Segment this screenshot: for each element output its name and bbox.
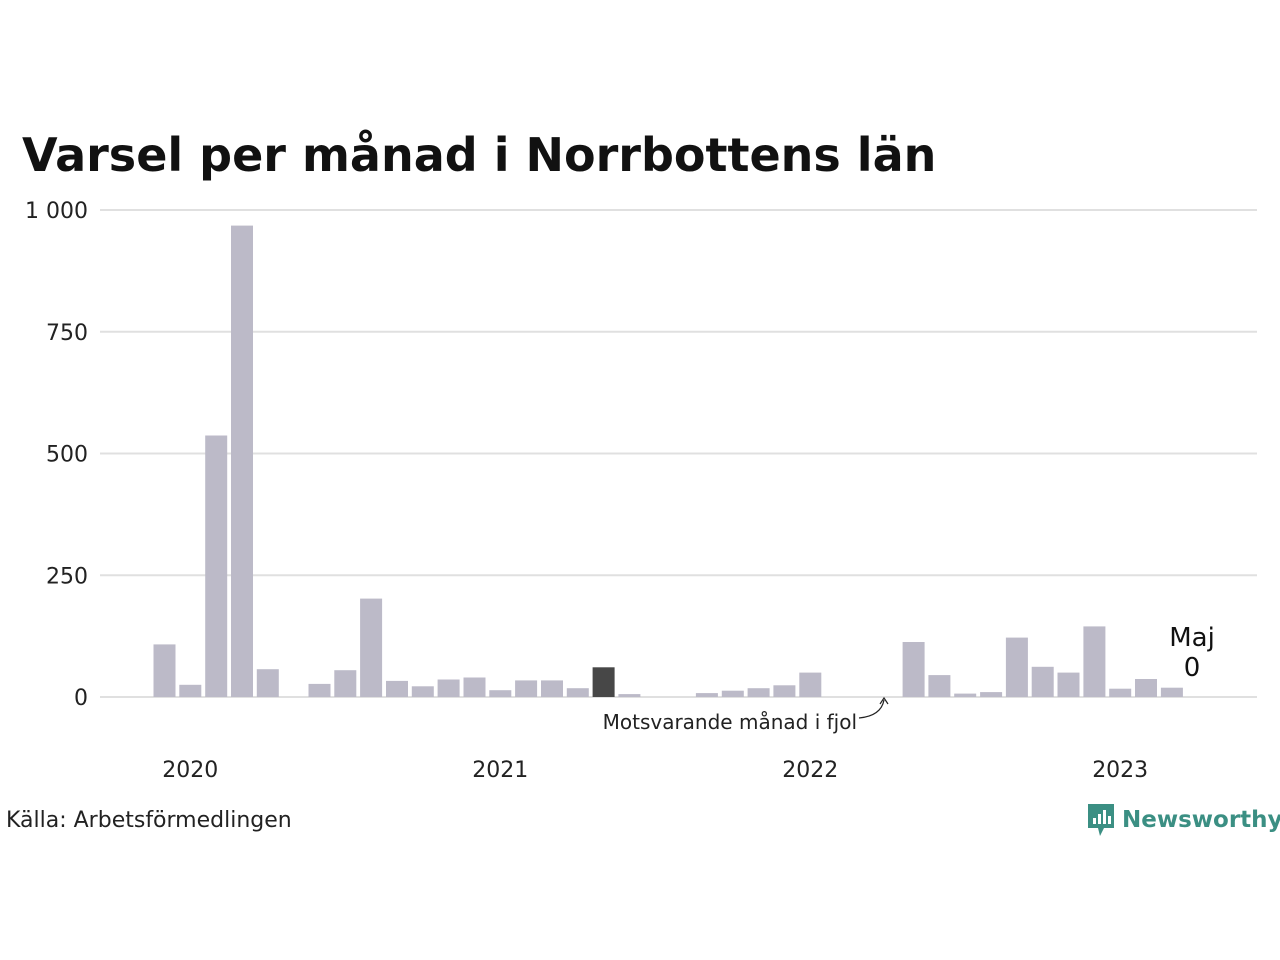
bar [205, 435, 228, 697]
brand-logo: Newsworthy [1086, 802, 1280, 838]
source-note: Källa: Arbetsförmedlingen [6, 808, 292, 833]
bar [721, 690, 744, 697]
bar [308, 683, 331, 697]
bar [411, 686, 434, 697]
annotation-arrowhead [879, 696, 889, 705]
bar [463, 677, 486, 697]
bar [360, 598, 383, 697]
x-tick-label: 2023 [1092, 758, 1148, 783]
bar [334, 670, 357, 697]
bar [153, 644, 176, 697]
bar [1135, 679, 1157, 697]
bar [489, 690, 512, 697]
y-tick-label: 750 [46, 321, 88, 346]
bar [1031, 666, 1054, 697]
annotation-arrow [858, 699, 885, 719]
bar [256, 669, 279, 697]
bar [437, 679, 460, 697]
bar [695, 693, 718, 697]
grid-lines [100, 209, 1257, 698]
bar [179, 684, 202, 697]
bar [902, 642, 925, 697]
x-axis-ticks: 2020 2021 2022 2023 [162, 758, 1148, 783]
y-tick-label: 500 [46, 443, 88, 468]
bar [928, 675, 951, 697]
x-tick-label: 2022 [782, 758, 838, 783]
previous-year-annotation: Motsvarande månad i fjol [603, 710, 857, 734]
bar [515, 680, 538, 697]
last-month-value: 0 [1184, 653, 1201, 683]
bar [386, 680, 408, 697]
y-tick-label: 250 [46, 564, 88, 589]
chart-title: Varsel per månad i Norrbottens län [22, 128, 937, 182]
bar [1005, 637, 1028, 697]
bar [541, 680, 563, 697]
bar [1109, 688, 1132, 697]
bar [1057, 672, 1080, 697]
x-tick-label: 2021 [472, 758, 528, 783]
bar [747, 688, 770, 697]
annotations: Maj 0 Motsvarande månad i fjol [603, 623, 1215, 734]
y-axis-ticks: 0 250 500 750 1 000 [25, 199, 88, 711]
bar [980, 692, 1003, 697]
last-month-label: Maj [1169, 623, 1215, 653]
bar [1083, 626, 1106, 697]
bar [773, 685, 796, 697]
y-tick-label: 0 [74, 686, 88, 711]
bar [618, 694, 641, 697]
bar-highlighted [592, 667, 615, 697]
x-tick-label: 2020 [162, 758, 218, 783]
y-tick-label: 1 000 [25, 199, 88, 224]
bar [954, 693, 977, 697]
bar [1160, 687, 1183, 697]
bar [231, 225, 253, 697]
bar [566, 688, 589, 697]
brand-name: Newsworthy [1122, 807, 1280, 833]
bar [799, 672, 822, 697]
newsworthy-logo-icon [1088, 804, 1114, 836]
bars [153, 225, 1183, 697]
